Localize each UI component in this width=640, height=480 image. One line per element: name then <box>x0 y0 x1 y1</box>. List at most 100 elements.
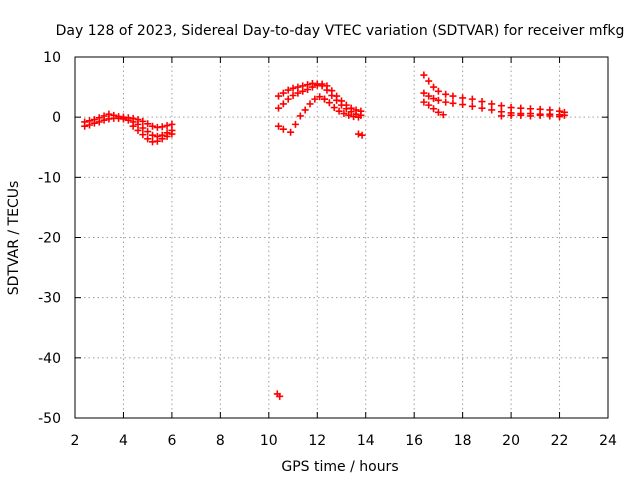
data-point <box>153 137 161 145</box>
data-point <box>354 113 362 121</box>
data-point <box>354 130 362 138</box>
data-point <box>275 122 283 130</box>
data-point <box>139 124 147 132</box>
series-track-7 <box>321 95 362 121</box>
data-point <box>144 135 152 143</box>
data-point <box>517 111 525 119</box>
data-point <box>279 125 287 133</box>
data-point <box>110 111 118 119</box>
data-point <box>294 83 302 91</box>
data-point <box>325 99 333 107</box>
data-point <box>347 108 355 116</box>
x-axis-label: GPS time / hours <box>281 459 398 475</box>
data-point <box>289 92 297 100</box>
data-point <box>430 83 438 91</box>
data-point <box>105 110 113 118</box>
data-point <box>449 92 457 100</box>
data-point <box>442 98 450 106</box>
data-point <box>318 82 326 90</box>
x-tick-label: 4 <box>119 433 128 449</box>
data-point <box>330 104 338 112</box>
data-point <box>560 111 568 119</box>
data-point <box>488 100 496 108</box>
data-point <box>478 98 486 106</box>
series-track-3 <box>129 122 176 146</box>
data-point <box>299 82 307 90</box>
data-point <box>335 107 343 115</box>
data-point <box>488 106 496 114</box>
data-point <box>90 116 98 124</box>
y-tick-label: -50 <box>38 411 61 427</box>
x-tick-label: 16 <box>405 433 423 449</box>
x-tick-label: 20 <box>502 433 520 449</box>
data-point <box>425 77 433 85</box>
data-point <box>338 101 345 109</box>
y-tick-label: -30 <box>38 291 61 307</box>
series-track-2 <box>81 110 176 131</box>
data-point <box>144 128 152 136</box>
data-point <box>301 106 309 114</box>
data-point <box>425 92 433 100</box>
x-tick-label: 10 <box>260 433 278 449</box>
x-tick-labels: 2 4 6 8 10 12 14 16 18 20 22 24 <box>71 433 617 449</box>
x-tick-label: 8 <box>216 433 225 449</box>
data-point <box>442 90 450 98</box>
data-point <box>526 112 534 120</box>
data-point <box>430 95 438 103</box>
data-point <box>434 87 442 95</box>
series-track-8 <box>354 130 366 139</box>
y-tick-label: 0 <box>52 110 61 126</box>
x-tick-label: 2 <box>71 433 80 449</box>
data-point <box>158 123 166 131</box>
data-point <box>556 113 564 121</box>
x-tick-label: 22 <box>551 433 569 449</box>
y-tick-label: -40 <box>38 351 61 367</box>
data-point <box>139 117 147 125</box>
data-point <box>163 132 171 140</box>
data-point <box>275 104 283 112</box>
series-track-9 <box>273 390 284 400</box>
data-point <box>139 131 147 139</box>
data-point <box>468 95 476 103</box>
data-point <box>468 102 476 110</box>
series-track-4 <box>275 80 365 115</box>
data-point <box>313 80 321 88</box>
series-track-13 <box>497 111 564 121</box>
data-point <box>342 105 350 113</box>
data-point <box>168 120 176 128</box>
data-point <box>129 114 137 122</box>
chart-title: Day 128 of 2023, Sidereal Day-to-day VTE… <box>56 23 625 39</box>
data-point <box>420 71 428 79</box>
data-point <box>294 89 302 97</box>
data-point <box>168 130 176 138</box>
data-point <box>296 112 304 120</box>
x-tick-label: 24 <box>599 433 617 449</box>
y-tick-label: -10 <box>38 170 61 186</box>
data-point <box>497 102 505 110</box>
grid-lines <box>75 57 608 418</box>
x-tick-label: 14 <box>357 433 375 449</box>
data-point <box>158 135 166 143</box>
data-point <box>306 100 314 108</box>
x-tick-label: 12 <box>308 433 326 449</box>
data-point <box>434 96 442 104</box>
data-point <box>358 131 366 139</box>
data-point <box>420 89 428 97</box>
data-point <box>284 95 292 103</box>
data-point <box>321 95 329 103</box>
data-point <box>536 111 544 119</box>
data-point <box>279 100 287 108</box>
data-point <box>333 96 341 104</box>
data-point <box>449 99 457 107</box>
data-point <box>434 108 442 116</box>
data-point <box>507 111 515 119</box>
data-point <box>279 89 287 97</box>
data-point <box>95 114 103 122</box>
data-point <box>316 93 324 101</box>
data-point <box>345 111 353 119</box>
y-tick-label: 10 <box>43 50 61 66</box>
data-point <box>284 86 292 94</box>
data-point <box>478 104 486 112</box>
y-tick-label: -20 <box>38 231 61 247</box>
